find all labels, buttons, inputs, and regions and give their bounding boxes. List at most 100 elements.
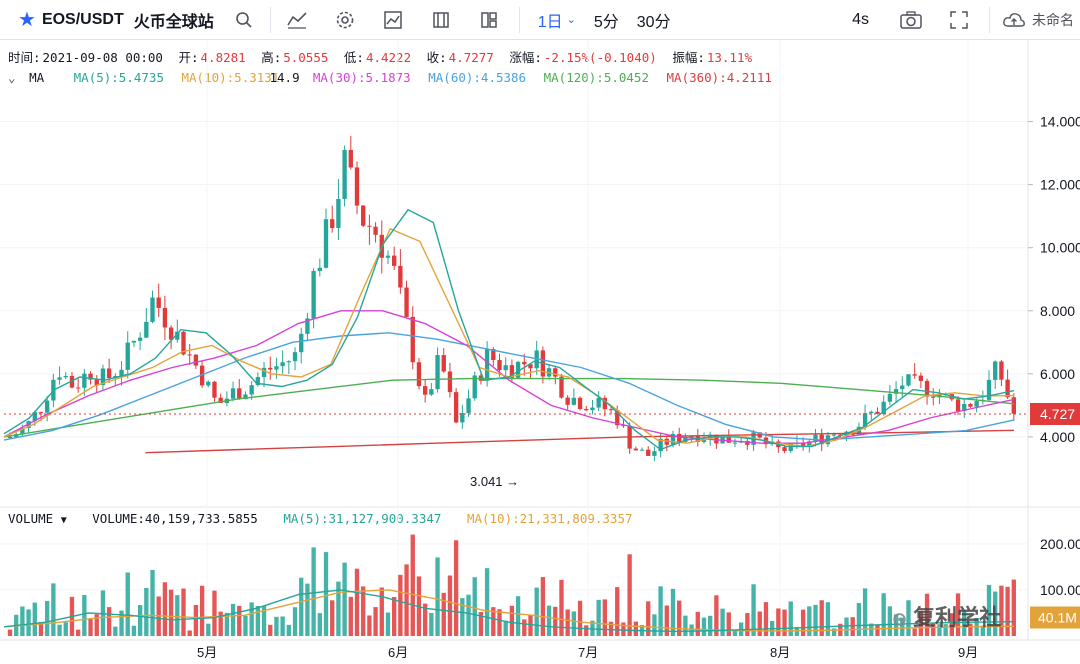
time-tick-label: 9月	[958, 645, 978, 660]
symbol-block[interactable]: ★ EOS/USDT 火币全球站	[0, 0, 214, 40]
volume-bar	[596, 599, 601, 636]
candle-down	[924, 380, 930, 397]
candle-up	[137, 337, 143, 341]
candle-up	[286, 361, 292, 363]
replay-speed-button[interactable]: 4s	[838, 0, 883, 40]
chevron-down-icon[interactable]: ⌄	[566, 14, 576, 26]
candle-up	[788, 443, 793, 452]
candle-down	[559, 376, 564, 398]
interval-1d-button[interactable]: 1日 ⌄	[532, 0, 582, 40]
volume-bar	[751, 584, 756, 636]
candle-up	[144, 321, 149, 338]
favorite-star-icon[interactable]: ★	[18, 9, 36, 31]
volume-title[interactable]: VOLUME ▼	[8, 511, 67, 526]
interval-30m-button[interactable]: 30分	[631, 0, 677, 40]
candle-down	[88, 373, 93, 380]
volume-bar	[460, 598, 465, 636]
candle-down	[212, 381, 217, 398]
wechat-icon: ⊙	[892, 609, 908, 629]
volume-bar	[831, 628, 837, 636]
candle-up	[305, 318, 310, 334]
volume-bar	[119, 610, 124, 636]
volume-bar	[82, 594, 87, 636]
candle-down	[782, 447, 787, 452]
volume-bar	[782, 609, 787, 636]
price-tick-label: 4.000	[1040, 429, 1075, 445]
save-button[interactable]: 未命名	[1002, 0, 1074, 40]
ma-title[interactable]: MA	[29, 70, 45, 85]
candle-down	[94, 379, 99, 386]
volume-legend: VOLUME ▼ VOLUME:40,159,733.5855 MA(5):31…	[8, 511, 651, 526]
volume-ma10-line	[3, 589, 1015, 632]
candle-down	[497, 360, 502, 371]
candle-down	[646, 449, 651, 456]
volume-bar	[708, 615, 713, 636]
volume-bar	[410, 534, 415, 636]
volume-bar	[757, 611, 762, 636]
candle-up	[299, 333, 304, 353]
candle-down	[218, 397, 223, 404]
candle-up	[881, 401, 886, 414]
volume-bar	[453, 540, 459, 636]
volume-bar	[906, 600, 911, 636]
volume-bar	[131, 625, 137, 636]
change-label: 涨幅:	[509, 50, 542, 65]
last-price-badge	[1030, 402, 1080, 425]
candle-up	[887, 393, 893, 402]
ma-toggle-chevron-icon[interactable]: ⌄	[8, 70, 16, 85]
chart-type-icon[interactable]	[373, 0, 413, 40]
symbol-name[interactable]: EOS/USDT	[41, 10, 124, 28]
volume-bar	[193, 604, 199, 636]
interval-5m-button[interactable]: 5分	[588, 0, 625, 40]
ma5-line	[3, 208, 1015, 451]
volume-bar	[7, 629, 13, 636]
volume-bar	[571, 611, 577, 636]
candle-up	[311, 270, 316, 319]
volume-bar	[274, 616, 279, 636]
watermark-text: 复利学社	[913, 605, 1002, 630]
chart-toolbar: ★ EOS/USDT 火币全球站 1日 ⌄ 5分 30分 4s 未命名	[0, 0, 1080, 40]
camera-icon[interactable]	[891, 0, 931, 40]
volume-bar	[404, 564, 409, 636]
volume-bar	[559, 579, 564, 636]
candle-up	[323, 219, 329, 268]
candle-down	[677, 433, 682, 442]
volume-bar	[280, 616, 285, 636]
candle-up	[484, 349, 490, 381]
volume-bar	[745, 613, 750, 636]
candle-up	[280, 362, 285, 367]
volume-bar	[187, 630, 192, 636]
ohlc-legend: 时间: 2021-09-08 00:00 开: 4.8281 高: 5.0555 低:…	[8, 47, 754, 66]
candle-down	[69, 375, 75, 388]
volume-bar	[311, 547, 316, 636]
chevron-down-icon[interactable]: ▼	[60, 515, 67, 526]
volume-bar	[955, 593, 961, 636]
fullscreen-icon[interactable]	[939, 0, 979, 40]
candle-up	[460, 413, 465, 423]
settings-gear-icon[interactable]	[325, 0, 365, 40]
candle-up	[32, 412, 37, 422]
candle-up	[336, 198, 341, 228]
volume-bar	[962, 610, 967, 636]
volume-bar	[26, 609, 31, 636]
low-annotation: 3.041 →	[470, 474, 519, 489]
volume-bar	[615, 587, 620, 636]
time-label: 时间:	[8, 50, 41, 65]
save-label: 未命名	[1032, 11, 1074, 28]
templates-icon[interactable]	[421, 0, 461, 40]
candle-up	[670, 433, 676, 445]
layout-icon[interactable]	[469, 0, 509, 40]
volume-bar	[336, 581, 341, 636]
volume-bar	[113, 626, 118, 636]
search-icon[interactable]	[224, 0, 264, 40]
volume-bar	[584, 625, 589, 636]
candle-up	[571, 397, 577, 405]
candle-up	[689, 436, 694, 439]
indicators-icon[interactable]	[277, 0, 317, 40]
candle-down	[156, 297, 161, 308]
candle-up	[206, 381, 211, 386]
candle-up	[962, 404, 967, 412]
price-tick-label: 12.000	[1040, 177, 1080, 193]
ma10-legend: MA(10):5.3131 14.9	[182, 70, 300, 85]
